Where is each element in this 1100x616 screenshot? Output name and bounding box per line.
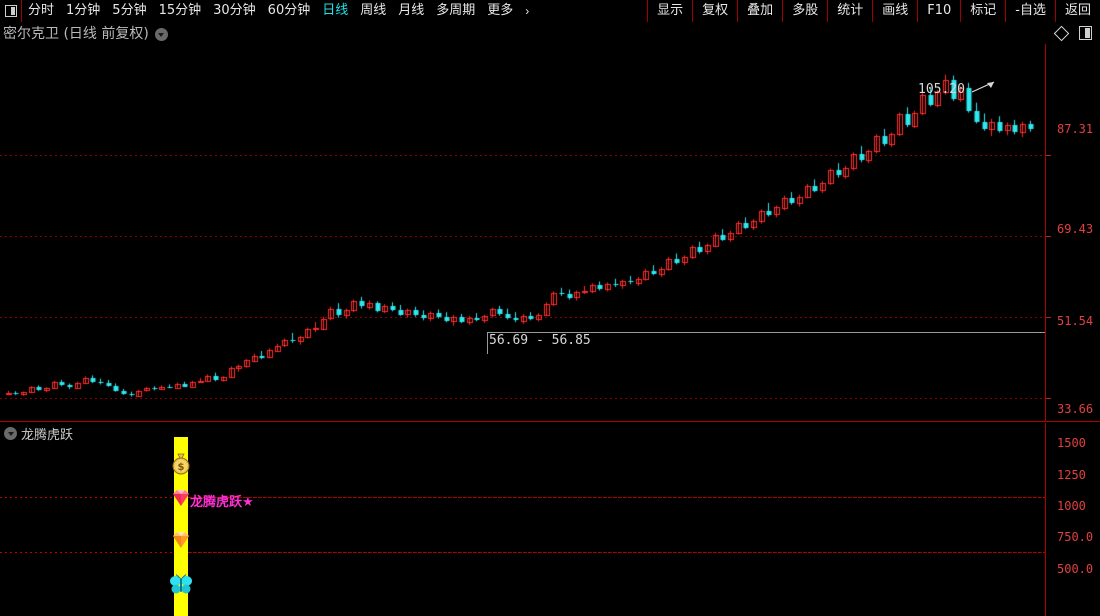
indicator-name: 龙腾虎跃 <box>21 427 74 443</box>
btn-overlay[interactable]: 叠加 <box>747 3 774 18</box>
price-plot-area[interactable]: 56.69 - 56.85 105.20 35.06 <box>0 44 1045 421</box>
candlestick-canvas[interactable] <box>0 44 1045 421</box>
price-axis-label-2: 51.54 <box>1057 314 1094 328</box>
indicator-axis-label-4: 500.0 <box>1057 562 1094 576</box>
tab-period-2[interactable]: 5分钟 <box>112 3 147 18</box>
btn-multistock[interactable]: 多股 <box>792 3 819 18</box>
divider <box>737 0 739 22</box>
divider <box>827 0 829 22</box>
btn-back[interactable]: 返回 <box>1064 3 1091 18</box>
btn-f10[interactable]: F10 <box>927 3 952 18</box>
price-axis-label-3: 33.66 <box>1057 402 1094 416</box>
indicator-gridline <box>0 497 174 498</box>
divider <box>1054 0 1056 22</box>
layout-panel-icon[interactable] <box>1079 26 1092 40</box>
high-price-annotation: 105.20 <box>918 82 965 97</box>
divider <box>692 0 694 22</box>
axis-tick <box>1046 398 1051 399</box>
btn-adjust[interactable]: 复权 <box>702 3 729 18</box>
gold-gem-icon <box>173 532 189 548</box>
indicator-axis[interactable]: 1500 1250 1000 750.0 500.0 <box>1045 423 1100 616</box>
signal-label: 龙腾虎跃★ <box>190 495 254 510</box>
indicator-pane[interactable]: 龙腾虎跃 1500 1250 1000 750.0 500.0 <box>0 423 1100 616</box>
red-gem-icon <box>173 490 189 506</box>
divider <box>872 0 874 22</box>
tab-period-3[interactable]: 15分钟 <box>158 3 202 18</box>
high-pointer-arrow <box>972 81 995 93</box>
title-right-icons <box>1053 22 1092 44</box>
toolbar-right-actions: 显示 复权 叠加 多股 统计 画线 F10 标记 -自选 返回 <box>647 0 1100 22</box>
top-toolbar: 分时 1分钟 5分钟 15分钟 30分钟 60分钟 日线 周线 月线 多周期 更… <box>0 0 1100 22</box>
tab-period-1[interactable]: 1分钟 <box>66 3 101 18</box>
page-title: 密尔克卫 (日线 前复权) <box>3 26 149 42</box>
indicator-gridline <box>188 552 1045 553</box>
tab-period-7[interactable]: 周线 <box>360 3 387 18</box>
indicator-axis-label-1: 1250 <box>1057 468 1086 482</box>
chevron-right-icon[interactable]: › <box>525 4 530 18</box>
btn-display[interactable]: 显示 <box>657 3 684 18</box>
indicator-gridline <box>188 497 1045 498</box>
period-tabs: 分时 1分钟 5分钟 15分钟 30分钟 60分钟 日线 周线 月线 多周期 更… <box>0 0 535 22</box>
diamond-icon[interactable] <box>1053 25 1070 41</box>
circle-chevron-down-icon[interactable] <box>154 27 168 41</box>
tab-period-0[interactable]: 分时 <box>28 3 55 18</box>
circle-chevron-down-icon[interactable] <box>4 426 17 440</box>
range-guide-tick <box>487 332 488 354</box>
indicator-header: 龙腾虎跃 <box>0 423 1100 443</box>
indicator-plot-area[interactable] <box>0 423 1045 616</box>
butterfly-icon <box>170 574 192 594</box>
signal-highlight-bar <box>174 437 188 616</box>
divider <box>782 0 784 22</box>
price-axis-label-0: 87.31 <box>1057 122 1094 136</box>
tab-period-6[interactable]: 日线 <box>322 3 349 18</box>
btn-watchlist[interactable]: -自选 <box>1015 3 1046 18</box>
range-annotation: 56.69 - 56.85 <box>489 333 591 348</box>
btn-statistics[interactable]: 统计 <box>837 3 864 18</box>
divider <box>647 0 649 22</box>
tab-period-8[interactable]: 月线 <box>398 3 425 18</box>
price-axis-label-1: 69.43 <box>1057 222 1094 236</box>
money-bag-icon: $ <box>172 453 190 475</box>
stock-title-bar: 密尔克卫 (日线 前复权) <box>0 22 1100 44</box>
btn-drawline[interactable]: 画线 <box>882 3 909 18</box>
panel-toggle-icon[interactable] <box>0 0 22 22</box>
divider <box>1005 0 1007 22</box>
range-guide-line <box>487 332 1045 333</box>
indicator-axis-label-3: 750.0 <box>1057 530 1094 544</box>
price-chart-pane[interactable]: 56.69 - 56.85 105.20 35.06 87.31 69.43 5… <box>0 44 1100 422</box>
indicator-axis-label-0: 1500 <box>1057 436 1086 450</box>
tab-period-10[interactable]: 更多 <box>487 3 514 18</box>
svg-text:$: $ <box>178 462 185 473</box>
axis-tick <box>1046 155 1051 156</box>
price-axis[interactable]: 87.31 69.43 51.54 33.66 <box>1045 44 1100 421</box>
divider <box>960 0 962 22</box>
axis-tick <box>1046 236 1051 237</box>
tab-period-5[interactable]: 60分钟 <box>267 3 311 18</box>
divider <box>917 0 919 22</box>
indicator-axis-label-2: 1000 <box>1057 499 1086 513</box>
tab-period-9[interactable]: 多周期 <box>436 3 476 18</box>
axis-tick <box>1046 317 1051 318</box>
indicator-gridline <box>0 552 174 553</box>
tab-period-4[interactable]: 30分钟 <box>213 3 256 18</box>
btn-mark[interactable]: 标记 <box>970 3 997 18</box>
